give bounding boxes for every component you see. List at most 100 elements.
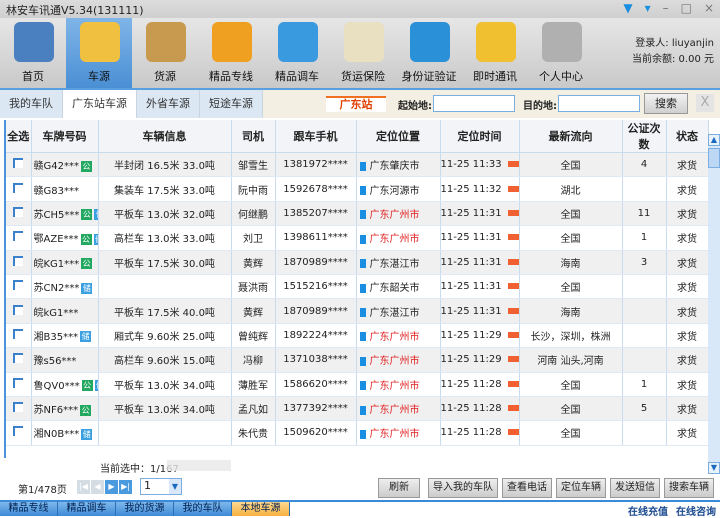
toolbar-phone-truck[interactable]: 精品调车 <box>264 18 330 88</box>
location-pin-icon[interactable] <box>359 332 366 342</box>
menu-icon[interactable]: ▾ <box>644 1 651 15</box>
login-user: 登录人: liuyanjin <box>635 38 714 49</box>
toolbar-route-truck[interactable]: 精品专线 <box>198 18 264 88</box>
row-checkbox[interactable] <box>13 255 24 266</box>
scroll-down-icon[interactable]: ▼ <box>708 462 720 474</box>
bottom-tab-1[interactable]: 精品调车 <box>58 502 116 516</box>
table-row[interactable]: 湘N0B*** 储 朱代贵 1509620**** 广东广州市 11-25 11:28 全国… <box>6 420 709 446</box>
from-input[interactable] <box>433 95 515 112</box>
row-checkbox[interactable] <box>13 377 24 388</box>
last-page-icon[interactable]: ▶| <box>119 480 132 494</box>
action-button-1[interactable]: 导入我的车队 <box>428 478 498 498</box>
toolbar-id-card[interactable]: 身份证验证 <box>396 18 462 88</box>
location-pin-icon[interactable] <box>359 186 366 196</box>
prev-page-icon[interactable]: ◀ <box>91 480 104 494</box>
column-header[interactable]: 定位位置 <box>356 120 441 153</box>
location-pin-icon[interactable] <box>359 356 366 366</box>
toolbar-mail[interactable]: 即时通讯 <box>462 18 528 88</box>
row-checkbox[interactable] <box>13 402 24 413</box>
row-checkbox[interactable] <box>13 158 24 169</box>
toolbar-label: 精品专线 <box>209 70 253 83</box>
toolbar-user-info[interactable]: 个人中心 <box>528 18 594 88</box>
bottom-tab-3[interactable]: 我的车队 <box>174 502 232 516</box>
scroll-up-icon[interactable]: ▲ <box>708 134 720 146</box>
vertical-scrollbar[interactable]: ▲ ▼ <box>708 134 720 474</box>
tab-3[interactable]: 短途车源 <box>200 90 263 118</box>
row-checkbox[interactable] <box>13 353 24 364</box>
action-button-2[interactable]: 查看电话 <box>502 478 552 498</box>
table-row[interactable]: 豫s56*** 高栏车 9.60米 15.0吨 冯柳 1371038**** 广东广州市… <box>6 347 709 373</box>
row-checkbox[interactable] <box>13 182 24 193</box>
next-page-icon[interactable]: ▶ <box>105 480 118 494</box>
table-row[interactable]: 赣G42*** 公半封闭 16.5米 33.0吨 邹雪生 1381972**** 广东肇… <box>6 152 709 178</box>
bottom-tab-2[interactable]: 我的货源 <box>116 502 174 516</box>
table-row[interactable]: 赣G83*** 集装车 17.5米 33.0吨 阮中雨 1592678**** 广东河源… <box>6 176 709 202</box>
new-icon <box>507 380 518 387</box>
time-cell: 11-25 11:29 <box>440 323 520 349</box>
consult-link[interactable]: 在线咨询 <box>676 507 716 518</box>
action-button-5[interactable]: 搜索车辆 <box>664 478 714 498</box>
recharge-link[interactable]: 在线充值 <box>628 507 668 518</box>
column-header[interactable]: 跟车手机 <box>275 120 357 153</box>
column-header[interactable]: 全选 <box>6 120 32 153</box>
column-header[interactable]: 最新流向 <box>519 120 623 153</box>
tab-2[interactable]: 外省车源 <box>137 90 200 118</box>
location-cell: 广东广州市 <box>356 396 441 422</box>
row-checkbox[interactable] <box>13 231 24 242</box>
bottom-tab-0[interactable]: 精品专线 <box>0 502 58 516</box>
close-icon[interactable]: × <box>703 1 714 15</box>
location-pin-icon[interactable] <box>359 381 366 391</box>
search-button[interactable]: 搜索 <box>644 93 688 114</box>
page-select[interactable]: 1 ▼ <box>140 478 182 495</box>
direction: 全国 <box>519 201 623 227</box>
location-pin-icon[interactable] <box>359 283 366 293</box>
column-header[interactable]: 公证次数 <box>622 120 667 153</box>
tab-0[interactable]: 我的车队 <box>0 90 63 118</box>
bottom-tab-4[interactable]: 本地车源 <box>232 502 290 516</box>
skin-icon[interactable]: ▼ <box>623 1 633 15</box>
action-button-4[interactable]: 发送短信 <box>610 478 660 498</box>
row-checkbox[interactable] <box>13 206 24 217</box>
location-pin-icon[interactable] <box>359 405 366 415</box>
action-button-0[interactable]: 刷新 <box>378 478 420 498</box>
title-bar: 林安车讯通V5.34(131111) ▼ ▾ – □ × <box>0 0 720 18</box>
location-pin-icon[interactable] <box>359 234 366 244</box>
first-page-icon[interactable]: |◀ <box>77 480 90 494</box>
column-header[interactable]: 车牌号码 <box>31 120 99 153</box>
phone: 1515216**** <box>275 274 357 300</box>
column-header[interactable]: 定位时间 <box>440 120 520 153</box>
table-row[interactable]: 苏NF6*** 公平板车 13.0米 34.0吨 孟凡如 1377392**** 广东广… <box>6 396 709 422</box>
location-pin-icon[interactable] <box>359 259 366 269</box>
location-pin-icon[interactable] <box>359 161 366 171</box>
row-checkbox[interactable] <box>13 304 24 315</box>
chevron-down-icon[interactable]: ▼ <box>169 479 181 494</box>
toolbar-notepad[interactable]: 货运保险 <box>330 18 396 88</box>
maximize-icon[interactable]: □ <box>680 1 692 15</box>
action-button-3[interactable]: 定位车辆 <box>556 478 606 498</box>
toolbar-home[interactable]: 首页 <box>0 18 66 88</box>
table-row[interactable]: 湘B35*** 储厢式车 9.60米 25.0吨 曾纯辉 1892224**** 广东广… <box>6 323 709 349</box>
table-row[interactable]: 皖KG1*** 公平板车 17.5米 30.0吨 黄辉 1870989**** 广东湛江… <box>6 250 709 275</box>
location-pin-icon[interactable] <box>359 308 366 318</box>
tab-1[interactable]: 广东站车源 <box>63 90 137 118</box>
minimize-icon[interactable]: – <box>662 1 669 15</box>
to-input[interactable] <box>558 95 640 112</box>
row-checkbox[interactable] <box>13 328 24 339</box>
column-header[interactable]: 车辆信息 <box>98 120 232 153</box>
table-row[interactable]: 皖kG1*** 平板车 17.5米 40.0吨 黄辉 1870989**** 广东湛江市… <box>6 298 709 324</box>
column-header[interactable]: 状态 <box>666 120 709 153</box>
row-checkbox[interactable] <box>13 280 24 291</box>
location-pin-icon[interactable] <box>359 210 366 220</box>
table-row[interactable]: 苏CN2*** 储 聂洪雨 1515216**** 广东韶关市 11-25 11:31 全国… <box>6 274 709 300</box>
close-filter-button[interactable]: X <box>696 94 714 112</box>
toolbar-cargo-box[interactable]: 货源 <box>132 18 198 88</box>
scroll-thumb[interactable] <box>708 148 720 168</box>
row-checkbox[interactable] <box>13 426 24 437</box>
column-header[interactable]: 司机 <box>231 120 276 153</box>
location-pin-icon[interactable] <box>359 429 366 439</box>
station-label[interactable]: 广东站 <box>326 96 386 112</box>
toolbar-truck-map[interactable]: 车源 <box>66 18 132 88</box>
